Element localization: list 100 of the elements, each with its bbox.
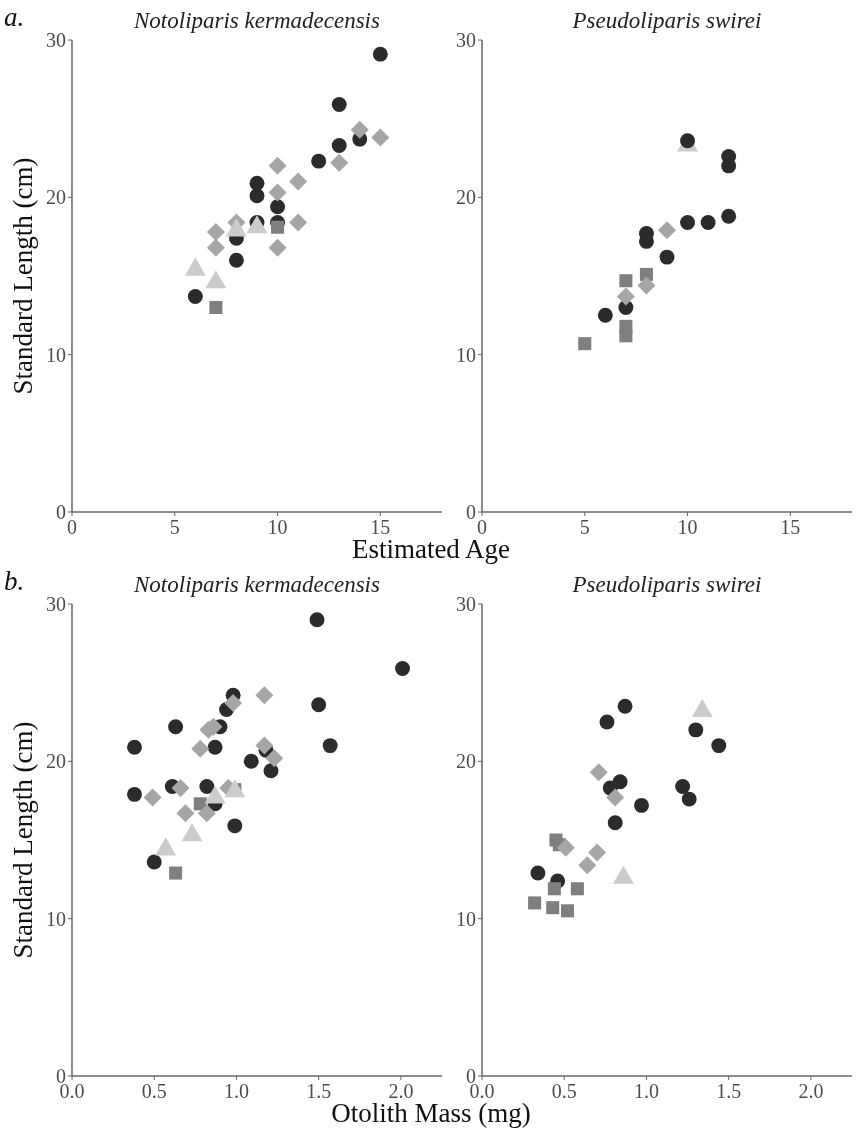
point	[395, 661, 410, 676]
point	[681, 791, 697, 807]
point	[597, 307, 613, 323]
point	[270, 199, 286, 215]
point	[268, 156, 287, 175]
y-tick-label: 0	[56, 501, 66, 523]
point	[249, 188, 265, 204]
x-tick-label: 1.0	[633, 1080, 659, 1102]
point	[547, 882, 561, 896]
y-tick-label: 20	[456, 186, 476, 209]
y-tick-label: 30	[46, 29, 66, 51]
point	[570, 882, 584, 896]
point	[617, 698, 633, 714]
point	[322, 738, 338, 754]
point	[588, 843, 607, 862]
point	[289, 213, 308, 232]
x-tick-label: 1.5	[716, 1080, 742, 1102]
chart-title: Notoliparis kermadecensis	[133, 572, 381, 597]
point	[675, 779, 691, 794]
point	[197, 804, 216, 823]
chart-title: Notoliparis kermadecensis	[133, 8, 381, 33]
y-tick-label: 30	[46, 593, 66, 615]
x-tick-label: 1.5	[306, 1080, 332, 1102]
point	[311, 697, 327, 713]
point	[530, 865, 546, 881]
point	[700, 215, 716, 230]
y-tick-label: 30	[456, 29, 476, 51]
point	[187, 289, 203, 304]
point	[578, 856, 597, 875]
y-tick-label: 20	[46, 750, 66, 773]
y-tick-label: 10	[456, 343, 476, 366]
x-tick-label: 15	[780, 516, 801, 538]
point	[228, 252, 244, 268]
point	[546, 901, 560, 915]
point	[606, 788, 625, 807]
chart-title: Pseudoliparis swirei	[571, 8, 762, 33]
point	[688, 722, 704, 738]
y-axis-title: Standard Length (cm)	[8, 721, 38, 959]
point	[711, 738, 727, 754]
point	[143, 788, 162, 807]
point	[599, 714, 615, 730]
point	[372, 46, 388, 62]
point	[255, 686, 274, 705]
y-tick-label: 30	[456, 593, 476, 615]
x-tick-label: 0.5	[551, 1080, 577, 1102]
point	[289, 172, 308, 191]
x-tick-label: 5	[579, 516, 590, 538]
point	[371, 128, 390, 147]
point	[255, 736, 274, 755]
point	[309, 612, 325, 628]
y-tick-label: 20	[456, 750, 476, 773]
point	[227, 818, 243, 834]
point	[560, 904, 575, 918]
point	[127, 786, 142, 802]
point	[176, 804, 195, 823]
point	[637, 276, 656, 295]
point	[350, 120, 369, 139]
point	[658, 221, 676, 240]
point	[271, 220, 285, 234]
x-tick-label: 5	[169, 516, 180, 538]
point	[169, 866, 183, 880]
x-tick-label: 10	[677, 516, 698, 538]
point	[589, 763, 608, 782]
point	[168, 719, 184, 735]
point	[243, 753, 259, 769]
point	[265, 749, 284, 768]
point	[263, 763, 279, 779]
text: b.	[4, 566, 25, 596]
y-tick-label: 10	[46, 343, 66, 366]
text: a.	[4, 2, 25, 32]
point	[127, 739, 142, 755]
point	[659, 249, 675, 265]
x-tick-label: 10	[267, 516, 288, 538]
point	[721, 158, 737, 174]
y-tick-label: 0	[466, 501, 476, 523]
point	[607, 815, 623, 831]
point	[612, 774, 628, 790]
y-tick-label: 20	[46, 186, 66, 209]
point	[146, 854, 162, 870]
point	[331, 137, 347, 153]
point	[331, 97, 347, 112]
y-tick-label: 10	[456, 907, 476, 930]
point	[634, 797, 649, 813]
point	[616, 287, 635, 306]
point	[721, 208, 737, 224]
point	[171, 779, 190, 798]
point	[578, 337, 592, 351]
x-tick-label: 0.5	[141, 1080, 167, 1102]
chart-title: Pseudoliparis swirei	[571, 572, 762, 597]
point	[528, 896, 542, 910]
x-tick-label: 1.0	[223, 1080, 249, 1102]
point	[268, 238, 287, 257]
point	[199, 779, 215, 794]
point	[206, 238, 225, 257]
point	[311, 153, 327, 169]
point	[556, 838, 575, 857]
y-tick-label: 10	[46, 907, 66, 930]
y-axis-title: Standard Length (cm)	[8, 157, 38, 395]
point	[619, 274, 633, 288]
point	[619, 329, 633, 343]
